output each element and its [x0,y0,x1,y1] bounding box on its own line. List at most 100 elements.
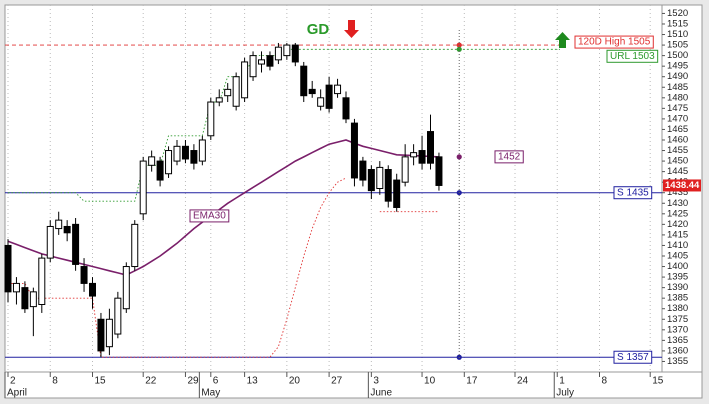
level-label-box [574,35,654,49]
y-tick-label: 1410 [667,240,688,251]
y-tick-label: 1495 [667,61,688,72]
y-tick-label: 1370 [667,324,688,335]
candle-body [376,166,384,190]
candle-body [89,282,96,297]
y-tick-label: 1430 [667,198,688,209]
y-tick-label: 1380 [667,303,688,314]
y-tick-label: 1475 [667,103,688,114]
ema-name-label: EMA30 [193,211,226,222]
down-arrow [344,20,359,38]
y-tick-label: 1490 [667,71,688,82]
candle-body [105,318,113,348]
y-tick-label: 1425 [667,208,688,219]
y-tick-label: 1405 [667,251,688,262]
month-label: May [201,388,220,399]
candle-body [367,169,375,192]
x-axis-panel [4,371,703,399]
candle-body [427,131,434,164]
candle-body [300,65,308,97]
candle-body [190,150,198,164]
x-tick-label: 15 [652,376,664,387]
candle-body [55,219,63,230]
candle-body [80,266,88,284]
level-box: S 1435 [613,186,653,200]
candle-body [207,101,215,137]
candle-body [249,55,257,78]
y-tick-label: 1390 [667,282,688,293]
candle-body [173,145,181,162]
x-tick-label: 24 [517,376,529,387]
candle-body [410,152,418,158]
ema-value: 1452 [494,150,524,164]
candle-body [139,160,147,215]
candle-body [274,46,282,61]
y-tick-label: 1480 [667,92,688,103]
x-tick-label: 3 [373,376,379,387]
x-tick-label: 8 [52,376,58,387]
x-tick-label: 20 [289,376,301,387]
x-tick-label: 17 [466,376,478,387]
candle-body [215,97,223,103]
up-arrow [555,32,570,48]
candle-body [283,44,291,57]
signal: GD [307,21,330,38]
candle-body [241,61,249,99]
y-tick-label: 1375 [667,314,688,325]
x-tick-label: 29 [187,376,199,387]
candle-body [308,88,316,95]
candle-body [334,84,342,95]
candle-body [72,223,80,265]
y-tick-label: 1445 [667,166,688,177]
x-tick-label: 13 [247,376,259,387]
candle-body [165,150,173,175]
candle-body [4,244,12,293]
candle-body [46,225,54,259]
y-tick-label: 1415 [667,229,688,240]
x-tick-label: 27 [331,376,343,387]
level-label: 120D High 1505 [578,37,651,48]
x-tick-label: 10 [424,376,436,387]
candle-body [384,169,392,202]
ema-dot [456,154,462,160]
candle-body [418,150,426,164]
last-price-label: 1438.44 [665,180,700,191]
candle-body [393,179,401,208]
candle-body [435,156,443,186]
candle-body [401,156,409,183]
y-tick-label: 1450 [667,156,688,167]
candle-body [258,59,265,65]
level-box: 120D High 1505 [574,35,654,49]
month-label: April [7,388,27,399]
level-label-box [613,186,653,200]
y-tick-label: 1470 [667,113,688,124]
x-tick-label: 2 [10,376,16,387]
candle-body [266,55,274,67]
y-tick-label: 1500 [667,50,688,61]
candle-body [114,297,122,335]
month-label: July [556,388,574,399]
candle-body [97,318,105,352]
last-price-box [663,179,701,192]
level-dot [456,46,462,52]
y-tick-label: 1385 [667,293,688,304]
x-tick-label: 1 [559,376,565,387]
candle-body [12,282,20,293]
candle-body [156,160,164,181]
candle-body [198,139,206,162]
y-tick-label: 1520 [667,8,688,19]
x-tick-label: 22 [145,376,157,387]
candle-body [291,44,299,63]
level-box: URL 1503 [606,49,659,63]
y-tick-label: 1355 [667,356,688,367]
candle-body [325,84,333,109]
y-tick-label: 1505 [667,40,688,51]
x-tick-label: 6 [213,376,219,387]
candle-body [224,88,232,97]
y-tick-label: 1395 [667,272,688,283]
candle-body [359,160,367,181]
y-tick-label: 1365 [667,335,688,346]
candle-body [38,257,46,306]
level-label: S 1357 [617,352,649,363]
